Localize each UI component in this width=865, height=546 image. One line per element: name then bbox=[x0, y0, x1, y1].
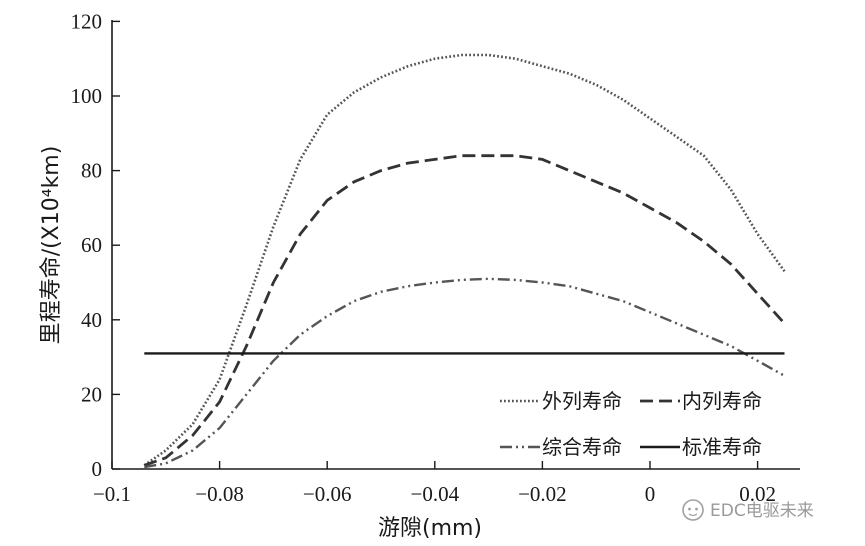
legend-label-0: 外列寿命 bbox=[542, 389, 622, 413]
watermark: EDC电驱未来 bbox=[682, 499, 814, 521]
x-axis-title: 游隙(mm) bbox=[378, 516, 482, 541]
series-layer bbox=[143, 53, 786, 469]
y-tick-label: 100 bbox=[71, 84, 103, 108]
x-tick-label: −0.02 bbox=[518, 482, 567, 506]
legend-label-1: 内列寿命 bbox=[682, 389, 762, 413]
x-tick-label: 0.02 bbox=[739, 482, 776, 506]
y-tick-label: 40 bbox=[81, 308, 102, 332]
legend-label-2: 综合寿命 bbox=[542, 435, 622, 459]
x-tick-label: −0.1 bbox=[93, 482, 131, 506]
x-tick-label: −0.08 bbox=[195, 482, 244, 506]
y-tick-label: 120 bbox=[71, 9, 103, 33]
y-axis-title: 里程寿命/(X10⁴km) bbox=[39, 146, 64, 345]
y-tick-label: 20 bbox=[81, 382, 102, 406]
x-tick-label: 0 bbox=[645, 482, 656, 506]
series-line-1 bbox=[143, 154, 786, 467]
y-tick-label: 80 bbox=[81, 159, 102, 183]
legend-label-3: 标准寿命 bbox=[682, 435, 762, 459]
y-ticks: 0 20 40 60 80 100 120 bbox=[71, 9, 120, 481]
y-tick-label: 60 bbox=[81, 233, 102, 257]
series-line-0 bbox=[143, 53, 786, 467]
x-tick-label: −0.04 bbox=[411, 482, 460, 506]
x-tick-label: −0.06 bbox=[303, 482, 352, 506]
series-line-2 bbox=[144, 277, 786, 469]
x-ticks: −0.1 −0.08 −0.06 −0.04 −0.02 0 0.02 bbox=[93, 461, 776, 506]
wechat-icon bbox=[682, 499, 704, 521]
y-tick-label: 0 bbox=[92, 457, 103, 481]
watermark-text: EDC电驱未来 bbox=[710, 501, 814, 521]
